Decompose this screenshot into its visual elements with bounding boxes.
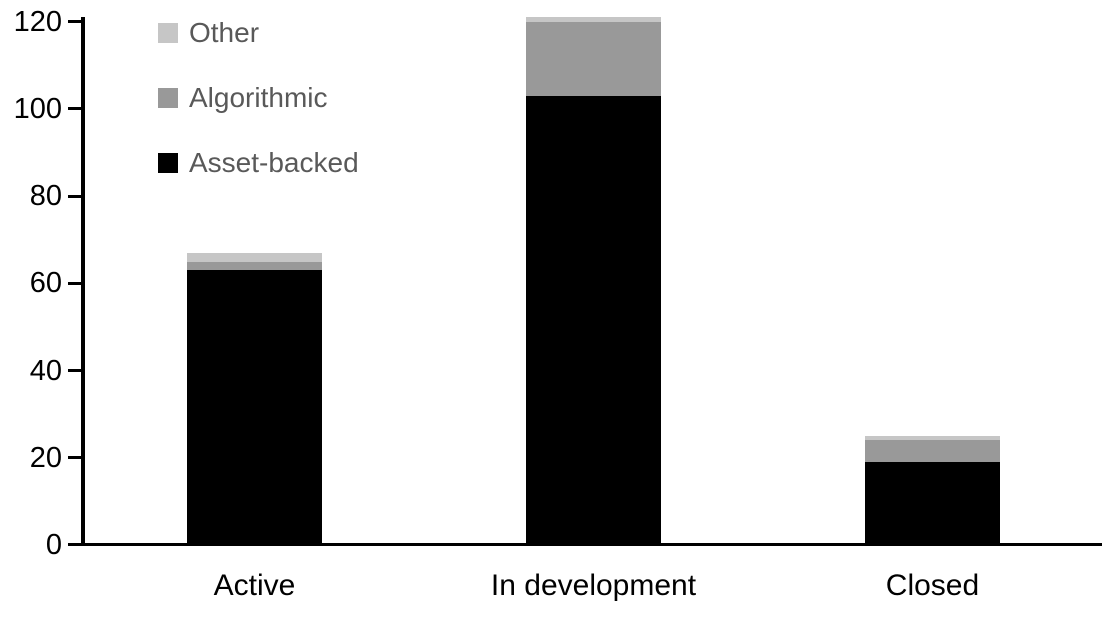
y-tick [68, 107, 81, 111]
y-tick [68, 20, 81, 24]
y-tick-label: 80 [29, 180, 62, 213]
legend-item-other: Other [158, 12, 359, 54]
legend-swatch-algorithmic-icon [158, 88, 178, 108]
x-category-label-active: Active [213, 569, 296, 602]
legend-swatch-asset-backed-icon [158, 153, 178, 173]
y-tick [68, 194, 81, 198]
legend-label-algorithmic: Algorithmic [189, 82, 328, 113]
legend-swatch-other-icon [158, 23, 178, 43]
x-category-label-in-development: In development [490, 569, 697, 602]
y-tick-label: 40 [29, 354, 62, 387]
bar-segment-algorithmic [187, 261, 322, 271]
legend-label-asset-backed: Asset-backed [189, 147, 359, 178]
y-tick-label: 120 [13, 5, 62, 38]
bar-segment-asset-backed [526, 95, 661, 545]
bar-segment-asset-backed [187, 270, 322, 545]
x-category-label-closed: Closed [885, 569, 980, 602]
y-tick-label: 20 [29, 441, 62, 474]
bar-segment-other [526, 17, 661, 22]
y-tick [68, 369, 81, 373]
y-axis-line [81, 17, 85, 546]
y-tick [68, 456, 81, 460]
y-tick-label: 0 [45, 529, 62, 561]
bar-segment-other [187, 252, 322, 262]
legend-item-asset-backed: Asset-backed [158, 142, 359, 184]
y-tick-label: 100 [13, 92, 62, 125]
y-tick [68, 281, 81, 285]
legend: Other Algorithmic Asset-backed [158, 12, 359, 207]
bar-segment-asset-backed [865, 462, 1000, 545]
bar-segment-algorithmic [526, 21, 661, 96]
bar-segment-other [865, 435, 1000, 441]
legend-label-other: Other [189, 17, 260, 48]
y-tick-label: 60 [29, 267, 62, 300]
bar-segment-algorithmic [865, 440, 1000, 463]
legend-item-algorithmic: Algorithmic [158, 77, 359, 119]
